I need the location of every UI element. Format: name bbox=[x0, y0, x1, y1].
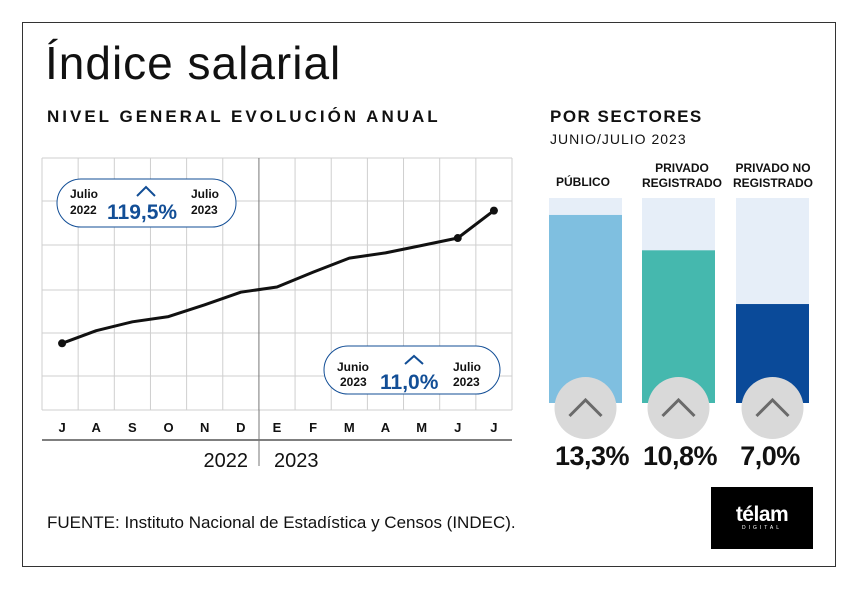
x-tick-label: A bbox=[381, 420, 391, 435]
x-tick-label: J bbox=[454, 420, 461, 435]
chevron-up-icon bbox=[755, 397, 790, 418]
monthly-to-month: Julio bbox=[453, 360, 481, 374]
sector-bar bbox=[549, 214, 622, 403]
sector-value-privado-registrado: 10,8% bbox=[642, 441, 718, 471]
sector-circle bbox=[554, 377, 617, 439]
x-tick-label: N bbox=[200, 420, 209, 435]
annual-change-annotation: Julio 2022 119,5% Julio 2023 bbox=[56, 178, 237, 228]
telam-logo: télam DIGITAL bbox=[711, 487, 813, 549]
sector-value-publico: 13,3% bbox=[554, 441, 630, 471]
sectors-title: POR SECTORES bbox=[550, 107, 703, 126]
line-chart-title: NIVEL GENERAL EVOLUCIÓN ANUAL bbox=[47, 107, 441, 126]
x-tick-label: E bbox=[273, 420, 282, 435]
monthly-change-value: 11,0% bbox=[380, 371, 439, 394]
year-label: 2023 bbox=[274, 450, 319, 472]
infographic-frame bbox=[22, 22, 836, 567]
x-tick-label: O bbox=[163, 420, 173, 435]
sector-circle bbox=[741, 377, 804, 439]
chevron-up-icon bbox=[661, 397, 696, 418]
logo-wordmark: télam bbox=[735, 502, 789, 526]
sector-label-privado-registrado: PRIVADO REGISTRADO bbox=[641, 161, 722, 190]
annual-change-value: 119,5% bbox=[107, 201, 177, 224]
x-tick-label: J bbox=[58, 420, 65, 435]
x-tick-label: D bbox=[236, 420, 245, 435]
x-tick-label: M bbox=[344, 420, 355, 435]
monthly-from-year: 2023 bbox=[340, 375, 367, 389]
chevron-up-icon bbox=[568, 397, 603, 418]
x-tick-label: F bbox=[309, 420, 317, 435]
salary-index-line bbox=[61, 209, 495, 345]
data-point bbox=[58, 339, 67, 348]
chevron-up-icon bbox=[404, 354, 424, 365]
sector-label-privado-no-registrado: PRIVADO NO REGISTRADO bbox=[732, 161, 813, 190]
x-tick-label: A bbox=[92, 420, 102, 435]
annual-from-month: Julio bbox=[70, 187, 98, 201]
line-chart-x-axis: J A S O N D E F M A M J J 2022 2023 bbox=[42, 410, 512, 472]
page-title: Índice salarial bbox=[45, 37, 342, 89]
sector-bars bbox=[549, 198, 809, 439]
x-tick-label: S bbox=[128, 420, 137, 435]
source-note: FUENTE: Instituto Nacional de Estadístic… bbox=[47, 513, 516, 532]
annual-to-month: Julio bbox=[191, 187, 219, 201]
sectors-subtitle: JUNIO/JULIO 2023 bbox=[550, 131, 687, 147]
monthly-change-annotation: Junio 2023 11,0% Julio 2023 bbox=[323, 345, 501, 395]
year-label: 2022 bbox=[204, 450, 249, 472]
x-tick-label: J bbox=[490, 420, 497, 435]
monthly-from-month: Junio bbox=[337, 360, 369, 374]
line-chart-points bbox=[58, 206, 498, 348]
chevron-up-icon bbox=[136, 185, 156, 197]
monthly-to-year: 2023 bbox=[453, 375, 480, 389]
sector-circle bbox=[647, 377, 710, 439]
logo-subtext: DIGITAL bbox=[741, 524, 783, 531]
x-tick-label: M bbox=[416, 420, 427, 435]
data-point bbox=[489, 206, 498, 215]
annual-to-year: 2023 bbox=[191, 203, 218, 217]
data-point bbox=[453, 234, 462, 243]
sector-value-privado-no-registrado: 7,0% bbox=[740, 441, 800, 471]
sector-label-publico: PÚBLICO bbox=[556, 175, 610, 189]
annual-from-year: 2022 bbox=[70, 203, 97, 217]
